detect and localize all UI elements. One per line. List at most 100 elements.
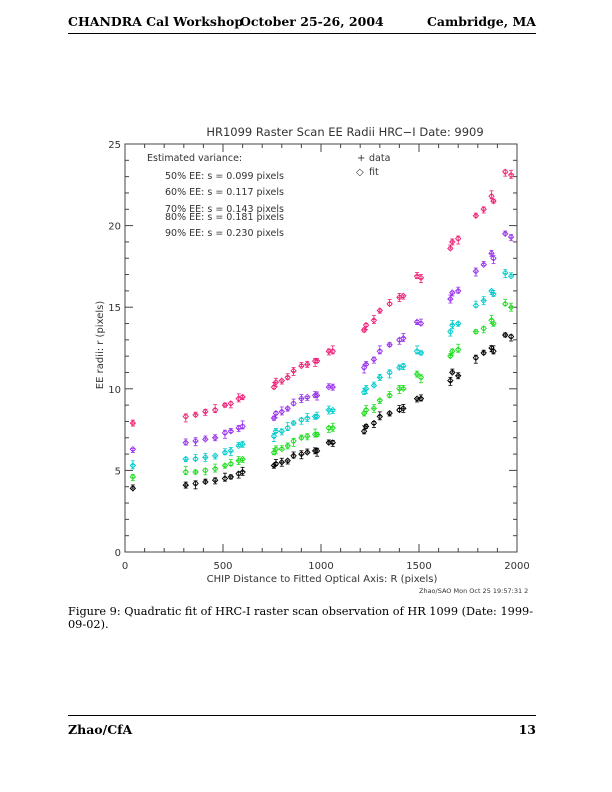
data-point xyxy=(183,481,188,489)
data-point xyxy=(481,326,486,334)
data-point xyxy=(285,373,290,381)
data-point xyxy=(330,409,335,414)
data-point xyxy=(415,370,420,378)
data-point xyxy=(371,381,376,387)
data-point xyxy=(377,399,382,405)
fit-diamond xyxy=(304,449,311,456)
data-point xyxy=(228,459,233,466)
x-tick-label: 2000 xyxy=(504,561,529,572)
data-point xyxy=(240,395,245,401)
fit-diamond xyxy=(278,445,286,453)
data-point xyxy=(387,369,392,379)
data-point xyxy=(450,238,455,246)
fit-diamond xyxy=(472,302,480,309)
data-point xyxy=(418,350,423,356)
data-point xyxy=(473,212,478,218)
fit-diamond xyxy=(417,320,425,327)
y-tick-label: 5 xyxy=(115,466,121,477)
fit-diamond xyxy=(221,401,229,409)
data-point xyxy=(330,345,335,355)
legend-data-label: data xyxy=(369,153,390,164)
data-point xyxy=(401,384,406,390)
data-point xyxy=(228,474,233,480)
x-tick-label: 500 xyxy=(213,561,232,572)
data-point xyxy=(273,428,278,433)
variance-50: 50% EE: s = 0.099 pixels xyxy=(165,171,284,182)
fit-diamond xyxy=(129,485,137,492)
data-point xyxy=(481,349,486,355)
data-point xyxy=(503,269,508,279)
data-point xyxy=(273,445,278,455)
data-point xyxy=(305,413,310,422)
data-point xyxy=(213,404,218,414)
header-workshop-title: CHANDRA Cal Workshop xyxy=(68,14,244,29)
data-point xyxy=(203,452,208,462)
data-point xyxy=(279,457,284,467)
legend-fit-symbol: ◇ xyxy=(356,167,364,178)
data-point xyxy=(326,348,331,356)
data-point xyxy=(236,456,241,466)
data-point xyxy=(364,385,369,394)
data-point xyxy=(273,411,278,419)
data-point xyxy=(387,411,392,417)
data-point xyxy=(213,454,218,460)
fit-diamond xyxy=(362,406,370,414)
data-point xyxy=(491,290,496,297)
data-point xyxy=(418,374,423,384)
data-point xyxy=(228,401,233,409)
fit-diamond xyxy=(192,455,199,463)
data-point xyxy=(305,395,310,401)
data-point xyxy=(236,393,241,403)
fit-diamond xyxy=(449,369,456,376)
fit-diamond xyxy=(507,272,515,280)
data-point xyxy=(330,383,335,391)
data-point xyxy=(481,296,486,306)
data-point xyxy=(291,451,296,459)
data-point xyxy=(371,315,376,324)
data-point xyxy=(364,323,369,330)
data-point xyxy=(387,299,392,306)
data-point xyxy=(377,345,382,355)
x-tick-label: 1500 xyxy=(406,561,431,572)
page-header: CHANDRA Cal Workshop October 25-26, 2004… xyxy=(68,13,536,34)
data-point xyxy=(291,420,296,426)
fit-diamond xyxy=(290,419,297,427)
data-point xyxy=(401,294,406,300)
data-point xyxy=(481,206,486,214)
data-point xyxy=(315,411,320,419)
data-point xyxy=(491,198,496,204)
data-point xyxy=(503,299,508,306)
data-point xyxy=(509,302,514,312)
data-point xyxy=(222,463,227,469)
data-point xyxy=(401,363,406,371)
data-point xyxy=(291,398,296,406)
data-point xyxy=(236,442,241,447)
data-point xyxy=(273,377,278,387)
data-point xyxy=(448,376,453,386)
data-point xyxy=(491,255,496,265)
page-footer: Zhao/CfA 13 xyxy=(68,715,536,737)
data-point xyxy=(203,478,208,484)
data-point xyxy=(305,360,310,368)
data-point xyxy=(203,408,208,416)
data-point xyxy=(448,329,453,337)
axes: 0 500 1000 1500 2000 0 5 10 15 20 25 xyxy=(108,140,529,572)
data-point xyxy=(203,435,208,441)
data-marks xyxy=(129,168,515,492)
y-tick-label: 0 xyxy=(115,548,121,559)
data-point xyxy=(130,448,135,453)
data-point xyxy=(130,484,135,490)
series-5 xyxy=(129,168,515,427)
data-point xyxy=(228,428,233,433)
y-tick-label: 20 xyxy=(108,222,121,233)
data-point xyxy=(193,411,198,417)
header-date: October 25-26, 2004 xyxy=(240,14,384,29)
data-point xyxy=(193,437,198,447)
variance-80: 80% EE: s = 0.181 pixels xyxy=(165,212,284,223)
data-point xyxy=(450,320,455,329)
data-point xyxy=(183,457,188,463)
data-point xyxy=(285,442,290,450)
data-point xyxy=(130,460,135,470)
data-point xyxy=(240,440,245,448)
fit-diamond xyxy=(490,197,497,205)
